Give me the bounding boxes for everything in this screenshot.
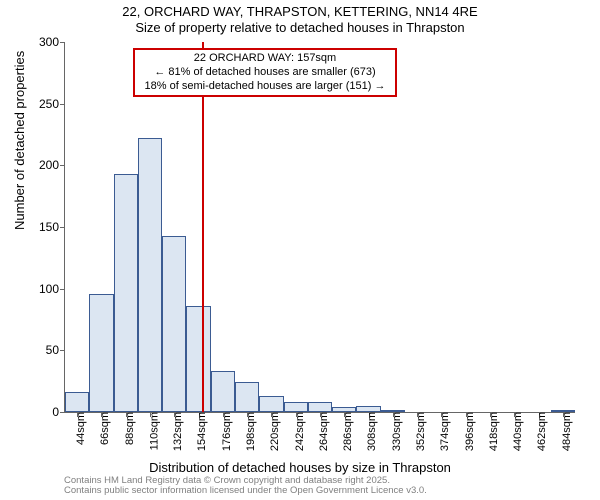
x-axis-label: Distribution of detached houses by size … xyxy=(0,460,600,475)
histogram-bar xyxy=(138,138,162,412)
chart-title: 22, ORCHARD WAY, THRAPSTON, KETTERING, N… xyxy=(0,0,600,35)
x-tick-label: 220sqm xyxy=(267,412,281,451)
annotation-line1: 22 ORCHARD WAY: 157sqm xyxy=(194,52,336,64)
y-tick-mark xyxy=(60,227,65,228)
annotation-line3: 18% of semi-detached houses are larger (… xyxy=(145,80,386,92)
x-tick-label: 242sqm xyxy=(292,412,306,451)
histogram-bar xyxy=(186,306,210,412)
histogram-bar xyxy=(308,402,332,412)
y-tick-mark xyxy=(60,412,65,413)
footer-line1: Contains HM Land Registry data © Crown c… xyxy=(64,475,390,486)
x-tick-label: 198sqm xyxy=(243,412,257,451)
plot-area: 05010015020025030044sqm66sqm88sqm110sqm1… xyxy=(64,42,575,413)
histogram-bar xyxy=(356,406,380,412)
y-tick-mark xyxy=(60,104,65,105)
x-tick-label: 352sqm xyxy=(413,412,427,451)
x-tick-label: 44sqm xyxy=(73,412,87,445)
histogram-bar xyxy=(162,236,186,412)
histogram-bar xyxy=(65,392,89,412)
histogram-bar xyxy=(332,407,356,412)
x-tick-label: 66sqm xyxy=(97,412,111,445)
histogram-bar xyxy=(211,371,235,412)
y-tick-mark xyxy=(60,289,65,290)
x-tick-label: 418sqm xyxy=(486,412,500,451)
histogram-bar xyxy=(235,382,259,412)
histogram-bar xyxy=(284,402,308,412)
title-line1: 22, ORCHARD WAY, THRAPSTON, KETTERING, N… xyxy=(122,4,477,19)
x-tick-label: 286sqm xyxy=(340,412,354,451)
x-tick-label: 264sqm xyxy=(316,412,330,451)
footer-line2: Contains public sector information licen… xyxy=(64,485,427,496)
x-tick-label: 154sqm xyxy=(195,412,209,451)
chart-container: 22, ORCHARD WAY, THRAPSTON, KETTERING, N… xyxy=(0,0,600,500)
x-tick-label: 374sqm xyxy=(437,412,451,451)
x-tick-label: 440sqm xyxy=(510,412,524,451)
annotation-box: 22 ORCHARD WAY: 157sqm ← 81% of detached… xyxy=(133,48,397,97)
x-tick-label: 308sqm xyxy=(365,412,379,451)
x-tick-label: 462sqm xyxy=(535,412,549,451)
x-tick-label: 396sqm xyxy=(462,412,476,451)
x-tick-label: 176sqm xyxy=(219,412,233,451)
x-tick-label: 330sqm xyxy=(389,412,403,451)
histogram-bar xyxy=(551,410,575,412)
histogram-bar xyxy=(89,294,113,412)
histogram-bar xyxy=(114,174,138,412)
title-line2: Size of property relative to detached ho… xyxy=(135,20,464,35)
y-axis-label: Number of detached properties xyxy=(12,51,27,230)
y-tick-mark xyxy=(60,165,65,166)
footer: Contains HM Land Registry data © Crown c… xyxy=(64,476,427,497)
x-tick-label: 132sqm xyxy=(170,412,184,451)
x-tick-label: 484sqm xyxy=(559,412,573,451)
x-tick-label: 110sqm xyxy=(146,412,160,450)
y-tick-mark xyxy=(60,350,65,351)
y-tick-mark xyxy=(60,42,65,43)
histogram-bar xyxy=(381,410,405,412)
reference-line xyxy=(202,42,204,412)
histogram-bar xyxy=(259,396,283,412)
annotation-line2: ← 81% of detached houses are smaller (67… xyxy=(154,66,375,78)
x-tick-label: 88sqm xyxy=(122,412,136,445)
